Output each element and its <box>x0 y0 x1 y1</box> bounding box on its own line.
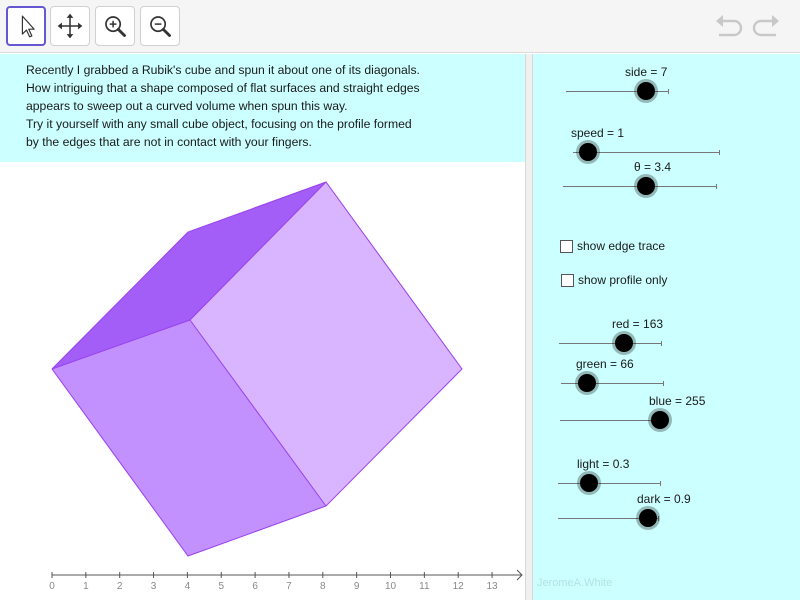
description-line: by the edges that are not in contact wit… <box>26 135 312 149</box>
speed-slider-knob[interactable] <box>578 143 597 161</box>
profile-only-checkbox-box[interactable] <box>561 273 574 287</box>
red-slider-label: red = 163 <box>612 317 664 331</box>
light-slider-track[interactable] <box>558 481 661 486</box>
zoom-in-button[interactable] <box>95 6 135 46</box>
blue-slider-label: blue = 255 <box>649 394 706 408</box>
undo-button[interactable] <box>713 12 745 42</box>
green-slider-knob[interactable] <box>578 374 597 392</box>
move-tool-button[interactable] <box>6 6 46 46</box>
description-line: appears to sweep out a curved volume whe… <box>26 99 348 113</box>
controls-panel: side = 7 speed = 1 θ = 3.4 show edge tra… <box>533 54 800 600</box>
description-line: How intriguing that a shape composed of … <box>26 81 420 95</box>
side-slider-knob[interactable] <box>637 82 656 100</box>
x-axis-tick-label: 5 <box>218 581 224 592</box>
cube-edges <box>51 181 463 557</box>
edge-trace-checkbox-box[interactable] <box>560 239 573 253</box>
description-line: Recently I grabbed a Rubik's cube and sp… <box>26 63 420 77</box>
blue-slider-track[interactable] <box>560 418 661 423</box>
side-slider-track[interactable] <box>566 89 669 94</box>
author-credit: JeromeA.White <box>537 577 613 589</box>
move-graphics-view-button[interactable] <box>50 6 90 46</box>
x-axis-tick-label: 3 <box>151 581 157 592</box>
x-axis-tick-label: 6 <box>252 581 258 592</box>
zoom-out-button[interactable] <box>140 6 180 46</box>
cube-face-top <box>52 182 326 369</box>
description-line: Try it yourself with any small cube obje… <box>26 117 412 131</box>
red-slider-knob[interactable] <box>615 334 634 352</box>
redo-button[interactable] <box>750 12 782 42</box>
dark-slider-label: dark = 0.9 <box>637 492 691 506</box>
theta-slider-knob[interactable] <box>636 177 655 195</box>
x-axis-tick-label: 4 <box>185 581 191 592</box>
x-axis-tick-label: 12 <box>453 581 465 592</box>
cube-canvas: 0 1 2 3 4 5 6 7 8 9 10 11 12 13 <box>49 181 523 592</box>
x-axis-tick-label: 8 <box>320 581 326 592</box>
green-slider-track[interactable] <box>561 381 664 386</box>
x-axis-tick-label: 9 <box>354 581 360 592</box>
graphics-view[interactable]: 0 1 2 3 4 5 6 7 8 9 10 11 12 13 Recently I grabbed a … <box>0 54 526 600</box>
cube-face-right <box>190 182 462 506</box>
light-slider-knob[interactable] <box>579 474 598 492</box>
x-axis-tick-label: 13 <box>486 581 498 592</box>
side-slider-label: side = 7 <box>625 65 668 79</box>
redo-icon <box>752 15 779 37</box>
description-box: Recently I grabbed a Rubik's cube and sp… <box>0 54 526 162</box>
dark-slider-track[interactable] <box>558 516 659 521</box>
blue-slider-knob[interactable] <box>651 411 669 429</box>
undo-icon <box>716 15 743 37</box>
x-axis-tick-label: 2 <box>117 581 123 592</box>
speed-slider-label: speed = 1 <box>571 126 625 140</box>
x-axis-tick-label: 7 <box>286 581 292 592</box>
speed-slider-track[interactable] <box>573 150 720 155</box>
arrow-pointer-icon <box>21 15 35 38</box>
view-divider[interactable] <box>525 54 533 600</box>
x-axis-tick-label: 0 <box>49 581 55 592</box>
profile-only-checkbox[interactable]: show profile only <box>561 273 667 287</box>
x-axis-tick-label: 1 <box>83 581 89 592</box>
red-slider-track[interactable] <box>559 341 662 346</box>
cube-face-left <box>52 320 326 556</box>
four-way-arrow-icon <box>57 13 83 39</box>
zoom-in-icon <box>105 16 126 37</box>
x-axis-tick-label: 11 <box>419 581 430 592</box>
theta-slider-label: θ = 3.4 <box>634 160 672 174</box>
dark-slider-knob[interactable] <box>639 509 657 527</box>
profile-only-checkbox-label[interactable]: show profile only <box>578 273 668 287</box>
toolbar <box>0 0 800 53</box>
x-axis: 0 1 2 3 4 5 6 7 8 9 10 11 12 13 <box>49 569 523 592</box>
zoom-out-icon <box>150 16 171 37</box>
green-slider-label: green = 66 <box>576 357 634 371</box>
edge-trace-checkbox[interactable]: show edge trace <box>560 239 665 253</box>
light-slider-label: light = 0.3 <box>577 457 630 471</box>
x-axis-tick-label: 10 <box>385 581 397 592</box>
edge-trace-checkbox-label[interactable]: show edge trace <box>577 239 666 253</box>
